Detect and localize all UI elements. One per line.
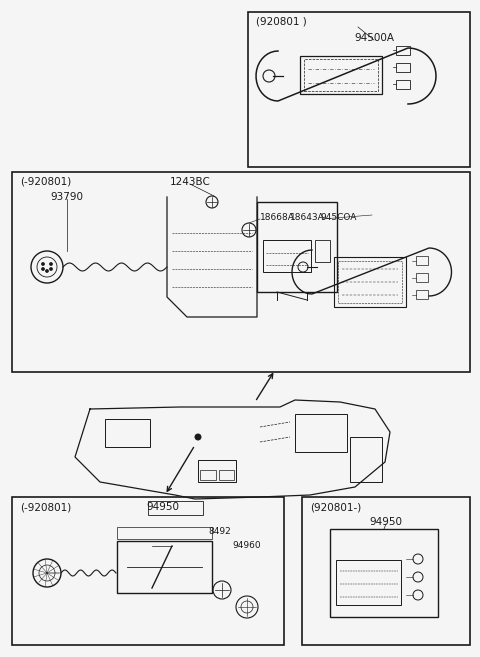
Text: 94960: 94960 (233, 541, 261, 549)
Circle shape (49, 263, 52, 265)
Bar (302, 497, 470, 645)
Text: 8492: 8492 (209, 528, 231, 537)
Bar (416, 256, 428, 265)
Text: 94950: 94950 (370, 517, 403, 527)
Bar (200, 470, 216, 480)
Text: (-920801): (-920801) (20, 502, 71, 512)
Text: 94500A: 94500A (354, 33, 394, 43)
Bar (315, 240, 330, 262)
Bar (263, 240, 311, 272)
Text: 93790: 93790 (50, 192, 84, 202)
Bar (304, 59, 378, 91)
Text: (920801-): (920801-) (310, 502, 361, 512)
Bar (198, 460, 236, 482)
Bar (105, 419, 150, 447)
Circle shape (46, 269, 48, 273)
Bar (338, 261, 402, 303)
Bar (117, 527, 212, 539)
Text: 945COA: 945COA (320, 212, 356, 221)
Bar (300, 56, 382, 94)
Bar (117, 541, 212, 593)
Circle shape (49, 267, 52, 271)
Bar (257, 202, 337, 292)
Text: (920801 ): (920801 ) (256, 17, 307, 27)
Text: 18668A: 18668A (260, 212, 295, 221)
Bar (396, 46, 410, 55)
Circle shape (41, 263, 45, 265)
Bar (336, 560, 401, 605)
Text: 18643A: 18643A (290, 212, 325, 221)
Bar (295, 414, 347, 452)
Text: 94950: 94950 (146, 502, 180, 512)
Bar (334, 257, 406, 307)
Bar (12, 497, 284, 645)
Bar (330, 529, 438, 617)
Bar (350, 437, 382, 482)
Bar (416, 290, 428, 299)
Bar (396, 80, 410, 89)
Circle shape (195, 434, 201, 440)
Bar (396, 63, 410, 72)
Bar (248, 12, 470, 167)
Bar (12, 172, 470, 372)
Bar (219, 470, 234, 480)
Text: 1243BC: 1243BC (169, 177, 210, 187)
Bar (148, 501, 203, 515)
Circle shape (41, 267, 45, 271)
Bar (416, 273, 428, 282)
Text: (-920801): (-920801) (20, 177, 71, 187)
